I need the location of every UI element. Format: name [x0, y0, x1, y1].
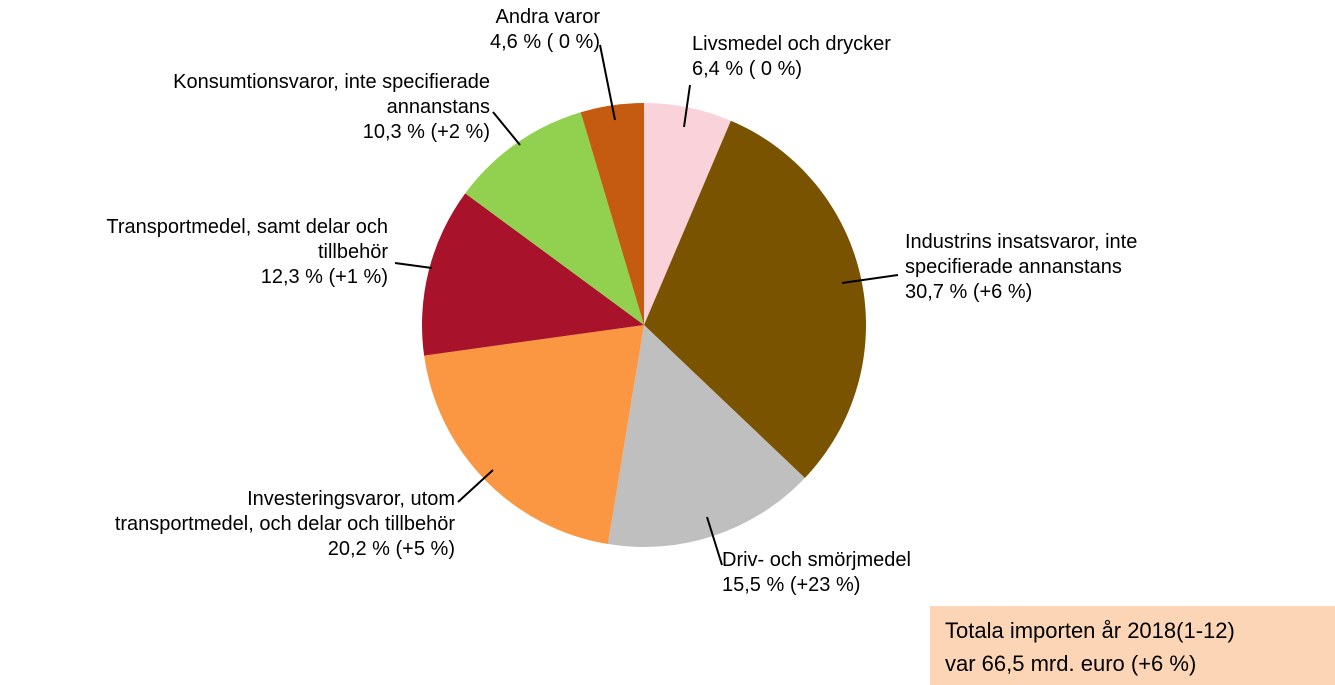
value-label: 12,3 % (+1 %) — [260, 266, 388, 288]
slice-label: Livsmedel och drycker 6,4 % ( 0 %) — [692, 32, 1012, 82]
category-name: Andra varor — [495, 6, 601, 28]
slice-label: Industrins insatsvaror, inte specifierad… — [905, 230, 1235, 305]
category-name: Investeringsvaror, utom transportmedel, … — [114, 488, 455, 535]
category-name: Transportmedel, samt delar och tillbehör — [106, 216, 388, 263]
value-label: 30,7 % (+6 %) — [905, 281, 1033, 303]
leader-line — [457, 469, 494, 503]
pie-slice — [580, 103, 644, 325]
value-label: 4,6 % ( 0 %) — [489, 31, 600, 53]
annotation-line: var 66,5 mrd. euro (+6 %) — [945, 651, 1197, 676]
category-name: Industrins insatsvaror, inte specifierad… — [905, 231, 1138, 278]
pie-slice — [644, 103, 731, 325]
value-label: 20,2 % (+5 %) — [327, 538, 455, 560]
annotation-box: Totala importen år 2018(1-12) var 66,5 m… — [930, 606, 1335, 685]
leader-line — [492, 111, 521, 146]
pie-slice — [465, 112, 644, 325]
slice-label: Transportmedel, samt delar och tillbehör… — [5, 215, 388, 290]
leader-line — [599, 44, 616, 121]
slice-label: Driv- och smörjmedel 15,5 % (+23 %) — [722, 548, 1042, 598]
slice-label: Konsumtionsvaror, inte specifierade anna… — [40, 70, 490, 145]
pie-slice — [644, 120, 866, 478]
annotation-line: Totala importen år 2018(1-12) — [945, 618, 1235, 643]
value-label: 15,5 % (+23 %) — [722, 574, 861, 596]
leader-line — [394, 262, 433, 269]
slice-label: Andra varor 4,6 % ( 0 %) — [400, 5, 600, 55]
pie-slice — [607, 325, 805, 547]
category-name: Konsumtionsvaror, inte specifierade anna… — [173, 71, 490, 118]
value-label: 6,4 % ( 0 %) — [692, 58, 803, 80]
category-name: Driv- och smörjmedel — [722, 549, 911, 571]
value-label: 10,3 % (+2 %) — [362, 121, 490, 143]
category-name: Livsmedel och drycker — [692, 33, 891, 55]
pie-slice — [422, 193, 644, 356]
leader-line — [841, 274, 899, 284]
pie-slice — [424, 325, 644, 545]
leader-line — [683, 84, 691, 128]
leader-line — [706, 516, 723, 566]
slice-label: Investeringsvaror, utom transportmedel, … — [5, 487, 455, 562]
